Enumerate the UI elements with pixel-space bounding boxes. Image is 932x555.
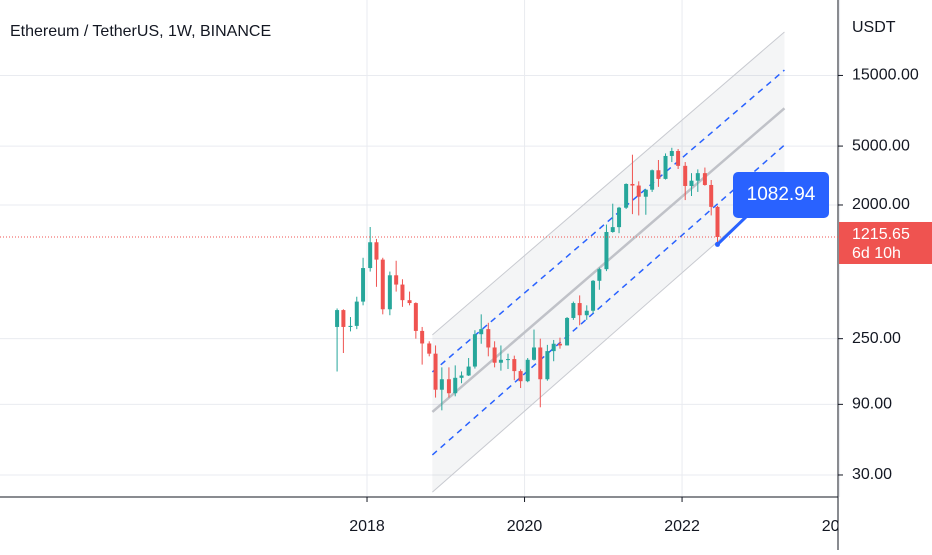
candle-body	[565, 317, 570, 346]
chart-title: Ethereum / TetherUS, 1W, BINANCE	[10, 23, 271, 40]
candle-body	[617, 207, 622, 228]
y-tick-label: 2000.00	[852, 196, 910, 213]
candle-body	[446, 379, 451, 394]
candle-body	[407, 300, 412, 304]
candle-body	[656, 170, 661, 179]
candle-body	[374, 242, 379, 260]
candle-body	[394, 275, 399, 285]
candle-body	[479, 329, 484, 335]
callout-box	[733, 172, 829, 218]
candle-body	[525, 359, 530, 382]
x-tick-label: 2020	[507, 518, 543, 535]
candle-body	[624, 183, 629, 208]
candle-body	[413, 303, 418, 331]
candle-body	[531, 347, 536, 360]
last-price-box	[839, 221, 932, 264]
candle-body	[577, 303, 582, 316]
y-axis: 30.00 90.00 250.00 2000.00 5000.00 15000.00	[838, 67, 919, 483]
candle-body	[368, 242, 373, 269]
x-tick-label: 2024	[822, 518, 858, 535]
countdown-label: 6d 10h	[852, 245, 901, 262]
candle-body	[341, 310, 346, 327]
candle-body	[439, 379, 444, 390]
y-tick-label: 15000.00	[852, 67, 919, 84]
candle-body	[636, 185, 641, 197]
y-tick-label: 30.00	[852, 466, 892, 483]
candle-body	[683, 165, 688, 186]
candle-body	[512, 359, 517, 372]
candle-body	[361, 268, 366, 302]
candle-body	[453, 377, 458, 394]
candle-body	[335, 310, 340, 327]
candle-body	[604, 231, 609, 270]
y-tick-label: 90.00	[852, 396, 892, 413]
candle-body	[486, 329, 491, 348]
callout-label: 1082.94	[747, 184, 816, 205]
candle-body	[472, 334, 477, 367]
candle-body	[400, 284, 405, 301]
channel-lower	[431, 144, 785, 456]
candle-body	[498, 359, 503, 363]
candle-body	[387, 275, 392, 310]
candle-body	[663, 155, 668, 179]
candle-body	[545, 351, 550, 380]
candle-body	[695, 173, 700, 181]
candle-body	[591, 280, 596, 311]
candle-body	[466, 366, 471, 376]
x-tick-label: 2018	[349, 518, 385, 535]
candle-body	[459, 375, 464, 378]
candle-body	[538, 347, 543, 380]
channel-upper	[431, 69, 785, 373]
x-tick-label: 2022	[664, 518, 700, 535]
unit-label: USDT	[852, 19, 896, 36]
candle-body	[505, 359, 510, 361]
candle-body	[354, 301, 359, 326]
grid	[0, 0, 841, 497]
candle-body	[380, 259, 385, 310]
candle-body	[420, 330, 425, 344]
candle-body	[650, 170, 655, 190]
candle-body	[584, 310, 589, 316]
candle-body	[551, 343, 556, 352]
callout-pointer	[716, 213, 750, 246]
candle-body	[427, 343, 432, 354]
candle-body	[597, 269, 602, 281]
candle-body	[571, 303, 576, 318]
channel-top	[432, 31, 785, 336]
callout-point	[714, 241, 720, 247]
y-tick-label: 250.00	[852, 330, 901, 347]
x-axis: 2018 2020 2022 2024	[349, 497, 858, 535]
candle-body	[676, 151, 681, 166]
candle-body	[689, 180, 694, 186]
overlays: 1215.65 6d 10h 1082.94	[0, 172, 932, 264]
candle-body	[610, 227, 615, 232]
candle-body	[643, 189, 648, 197]
candle-body	[557, 343, 562, 346]
candle-body	[630, 183, 635, 186]
candle-body	[433, 353, 438, 390]
candle-body	[715, 206, 720, 237]
y-tick-label: 5000.00	[852, 137, 910, 154]
candles	[335, 147, 720, 411]
candle-body	[702, 173, 707, 185]
last-price-label: 1215.65	[852, 226, 910, 243]
candle-body	[709, 184, 714, 207]
candle-body	[669, 151, 674, 156]
candle-body	[518, 371, 523, 382]
candle-body	[348, 325, 353, 327]
candle-body	[492, 347, 497, 363]
